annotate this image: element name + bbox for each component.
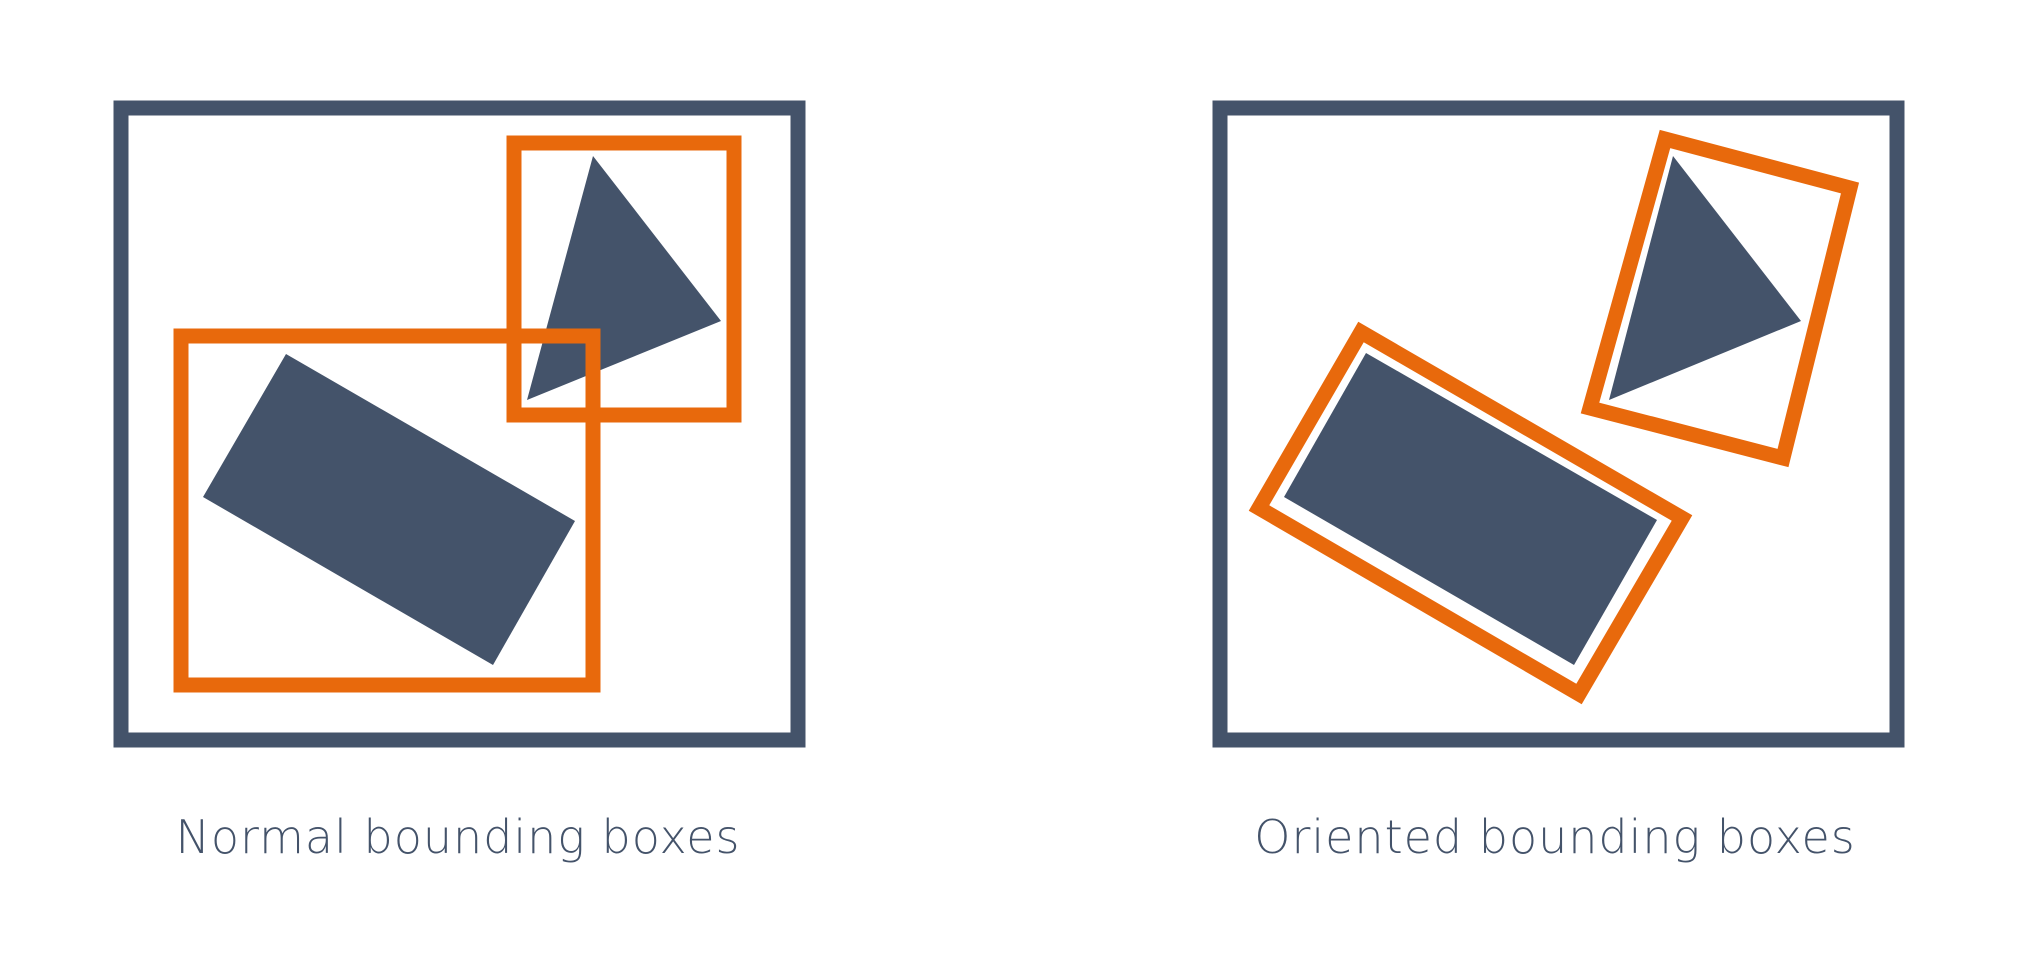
triangle-shape <box>527 156 721 400</box>
axis-aligned-box-triangle <box>506 135 742 423</box>
axis-aligned-box-rectangle <box>173 328 601 693</box>
panel-normal: Normal bounding boxes <box>113 100 806 864</box>
panel-normal-frame <box>113 100 806 748</box>
panel-oriented-frame <box>1212 100 1905 748</box>
panel-oriented: Oriented bounding boxes <box>1212 100 1905 864</box>
caption-normal: Normal bounding boxes <box>175 810 740 864</box>
rectangle-shape <box>1284 353 1657 665</box>
oriented-box-triangle <box>1580 129 1860 468</box>
oriented-box-rectangle <box>1248 321 1693 705</box>
triangle-shape <box>1609 156 1801 400</box>
rectangle-shape <box>203 354 575 665</box>
caption-oriented: Oriented bounding boxes <box>1254 810 1856 864</box>
